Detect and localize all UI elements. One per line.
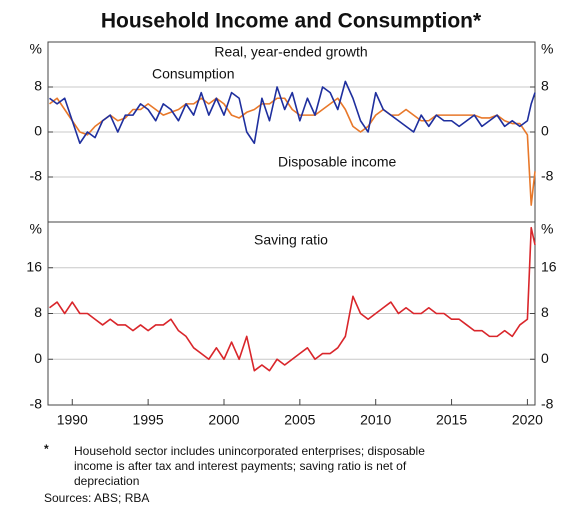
y-tick-label: -8 [30, 168, 43, 184]
x-tick-label: 1990 [57, 412, 88, 428]
y-tick-label: 8 [541, 304, 549, 320]
y-tick-label: 0 [34, 123, 42, 139]
y-tick-label: 0 [541, 350, 549, 366]
footnote-line: Household sector includes unincorporated… [74, 444, 425, 458]
y-tick-label: 0 [34, 350, 42, 366]
x-tick-label: 2000 [208, 412, 239, 428]
y-tick-label: % [30, 41, 42, 57]
plot-frame [47, 41, 536, 406]
source: Sources: ABS; RBA [44, 491, 150, 505]
data-line [49, 226, 536, 372]
y-tick-label: 16 [26, 258, 42, 274]
x-tick-label: 2020 [512, 412, 543, 428]
y-tick-label: -8 [541, 168, 554, 184]
x-tick-label: 2010 [360, 412, 391, 428]
y-tick-label: % [30, 221, 42, 237]
series-label: Consumption [152, 66, 235, 82]
y-tick-label: -8 [541, 396, 554, 412]
panel-subtitle: Real, year-ended growth [214, 44, 367, 60]
series-label: Saving ratio [254, 232, 328, 248]
y-tick-label: % [541, 41, 553, 57]
footnote-line: depreciation [74, 474, 140, 488]
y-tick-label: 16 [541, 258, 557, 274]
y-tick-label: % [541, 221, 553, 237]
chart-title: Household Income and Consumption* [101, 10, 482, 33]
x-tick-label: 2015 [436, 412, 467, 428]
y-tick-label: 8 [541, 78, 549, 94]
y-tick-label: 0 [541, 123, 549, 139]
footnote-line: income is after tax and interest payment… [74, 459, 407, 473]
y-tick-label: 8 [34, 304, 42, 320]
x-tick-label: 1995 [133, 412, 164, 428]
data-line [49, 97, 536, 206]
y-tick-label: 8 [34, 78, 42, 94]
series-label: Disposable income [278, 154, 396, 170]
notes: * Household sector includes unincorporat… [44, 442, 544, 506]
footnote: * Household sector includes unincorporat… [44, 442, 544, 489]
y-tick-label: -8 [30, 396, 43, 412]
chart: Household Income and Consumption* Real, … [26, 10, 557, 428]
data-line [49, 80, 536, 145]
footnote-marker: * [44, 442, 49, 456]
x-tick-label: 2005 [284, 412, 315, 428]
